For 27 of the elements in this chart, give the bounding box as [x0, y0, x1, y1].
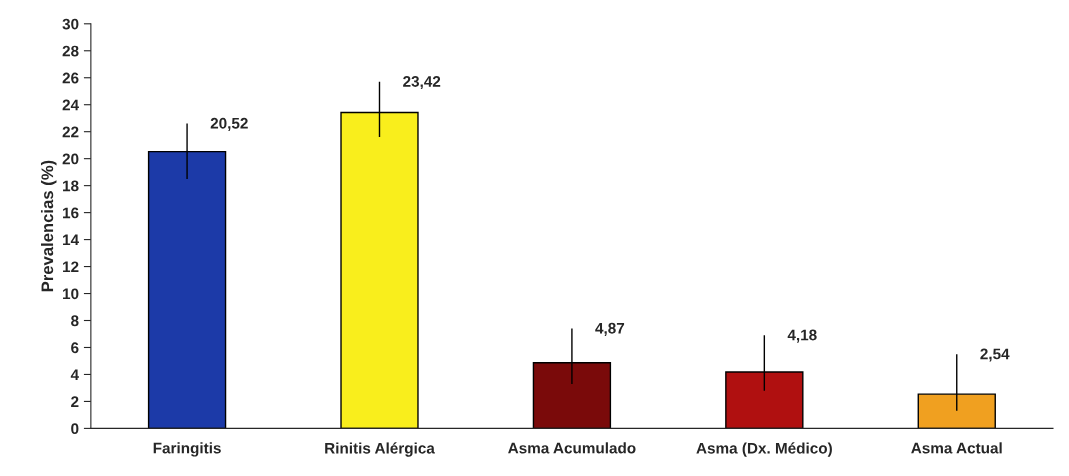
y-tick-label: 12 [63, 261, 79, 273]
x-tick-label: Asma Actual [911, 442, 1002, 454]
y-tick-label: 0 [71, 423, 79, 435]
y-tick-label: 14 [63, 234, 79, 246]
y-tick-label: 24 [62, 99, 79, 111]
y-tick-label: 20 [62, 153, 79, 165]
y-axis-title: Prevalencias (%) [40, 160, 57, 292]
y-tick-label: 26 [62, 72, 79, 84]
y-tick-label: 8 [71, 315, 79, 327]
x-tick-label: Rinitis Alérgica [325, 442, 435, 457]
data-label: 20,52 [210, 117, 248, 131]
data-label: 2,54 [980, 348, 1010, 362]
y-tick-label: 10 [63, 288, 79, 300]
x-tick-label: Faringitis [153, 442, 221, 457]
y-tick-label: 30 [62, 18, 79, 30]
x-tick-label: Asma Acumulado [508, 442, 636, 454]
y-tick-label: 4 [70, 369, 79, 380]
y-tick-label: 22 [62, 126, 79, 138]
y-tick-label: 6 [71, 342, 79, 354]
y-tick-label: 28 [62, 45, 79, 57]
data-label: 4,18 [787, 329, 817, 343]
y-tick-label: 18 [63, 180, 79, 192]
x-tick-label: Asma (Dx. Médico) [696, 442, 832, 457]
y-tick-label: 2 [71, 396, 79, 407]
data-label: 4,87 [595, 322, 625, 336]
y-tick-label: 16 [63, 207, 79, 219]
data-label: 23,42 [403, 76, 441, 90]
